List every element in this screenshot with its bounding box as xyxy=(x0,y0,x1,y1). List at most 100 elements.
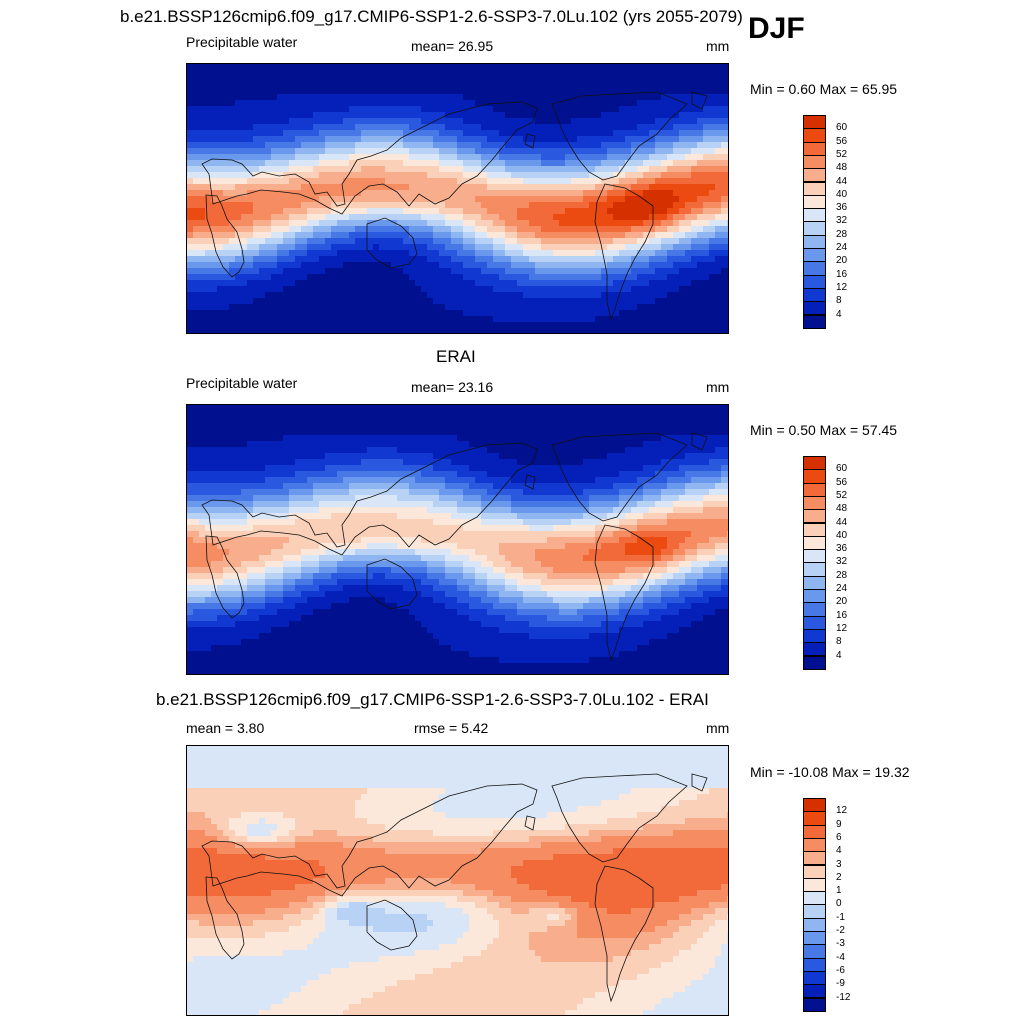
map-cell xyxy=(361,226,368,233)
map-cell xyxy=(361,172,368,179)
map-cell xyxy=(199,328,206,333)
map-cell xyxy=(325,154,332,161)
map-cell xyxy=(673,94,680,101)
map-cell xyxy=(343,166,350,173)
map-cell xyxy=(451,226,458,233)
map-cell xyxy=(331,447,338,454)
map-cell xyxy=(721,423,728,430)
map-cell xyxy=(367,411,374,418)
map-cell xyxy=(637,220,644,227)
map-cell xyxy=(475,148,482,155)
map-cell xyxy=(649,298,656,305)
map-cell xyxy=(217,70,224,77)
map-cell xyxy=(373,220,380,227)
map-cell xyxy=(709,130,716,137)
map-cell xyxy=(343,172,350,179)
map-cell xyxy=(463,256,470,263)
map-cell xyxy=(343,316,350,323)
map-cell xyxy=(721,322,728,329)
map-cell xyxy=(505,226,512,233)
map-cell xyxy=(205,274,212,281)
map-cell xyxy=(313,64,320,71)
map-cell xyxy=(397,429,404,436)
map-cell xyxy=(655,238,662,245)
map-cell xyxy=(553,220,560,227)
map-cell xyxy=(415,166,422,173)
map-cell xyxy=(511,214,518,221)
map-cell xyxy=(271,405,278,412)
map-cell xyxy=(457,136,464,143)
map-cell xyxy=(439,196,446,203)
map-cell xyxy=(715,100,722,107)
map-cell xyxy=(247,244,254,251)
map-cell xyxy=(307,208,314,215)
map-cell xyxy=(415,250,422,257)
map-cell xyxy=(481,106,488,113)
map-cell xyxy=(313,178,320,185)
map-cell xyxy=(265,310,272,317)
map-cell xyxy=(541,286,548,293)
map-cell xyxy=(439,417,446,424)
map-cell xyxy=(571,298,578,305)
map-cell xyxy=(469,280,476,287)
map-cell xyxy=(385,423,392,430)
map-cell xyxy=(505,262,512,269)
map-cell xyxy=(571,130,578,137)
map-cell xyxy=(661,100,668,107)
map-cell xyxy=(697,441,704,448)
map-cell xyxy=(403,208,410,215)
map-cell xyxy=(511,405,518,412)
map-cell xyxy=(223,124,230,131)
map-cell xyxy=(259,64,266,71)
map-cell xyxy=(223,310,230,317)
map-cell xyxy=(235,88,242,95)
map-cell xyxy=(397,208,404,215)
map-cell xyxy=(559,214,566,221)
map-cell xyxy=(709,208,716,215)
map-cell xyxy=(421,202,428,209)
map-cell xyxy=(649,184,656,191)
map-cell xyxy=(589,196,596,203)
map-cell xyxy=(589,88,596,95)
map-cell xyxy=(241,118,248,125)
map-cell xyxy=(517,130,524,137)
map-cell xyxy=(457,417,464,424)
map-cell xyxy=(589,417,596,424)
map-cell xyxy=(601,292,608,299)
map-cell xyxy=(697,70,704,77)
map-cell xyxy=(211,447,218,454)
map-cell xyxy=(697,226,704,233)
map-cell xyxy=(487,447,494,454)
map-cell xyxy=(595,208,602,215)
map-cell xyxy=(289,411,296,418)
map-cell xyxy=(493,411,500,418)
map-cell xyxy=(229,82,236,89)
map-cell xyxy=(199,250,206,257)
map-cell xyxy=(517,310,524,317)
map-cell xyxy=(205,238,212,245)
map-cell xyxy=(685,214,692,221)
map-cell xyxy=(223,220,230,227)
map-cell xyxy=(493,328,500,333)
map-cell xyxy=(577,130,584,137)
map-cell xyxy=(511,82,518,89)
map-cell xyxy=(571,124,578,131)
map-cell xyxy=(721,76,728,83)
map-cell xyxy=(463,76,470,83)
map-cell xyxy=(577,423,584,430)
map-cell xyxy=(271,70,278,77)
map-cell xyxy=(193,286,200,293)
map-cell xyxy=(451,423,458,430)
map-cell xyxy=(337,88,344,95)
map-cell xyxy=(379,226,386,233)
map-cell xyxy=(283,142,290,149)
colorbar-box xyxy=(803,221,826,236)
map-cell xyxy=(301,220,308,227)
map-cell xyxy=(193,435,200,442)
map-cell xyxy=(703,238,710,245)
map-cell xyxy=(211,244,218,251)
map-cell xyxy=(439,118,446,125)
map-cell xyxy=(529,112,536,119)
map-cell xyxy=(535,76,542,83)
map-cell xyxy=(235,244,242,251)
